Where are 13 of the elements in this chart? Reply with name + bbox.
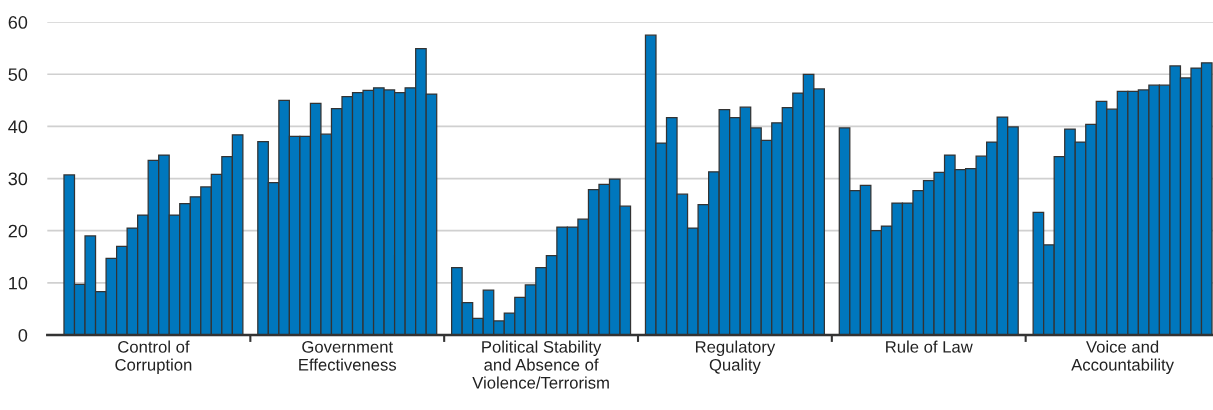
- x-tick-label: Voice and Accountability: [1071, 340, 1174, 375]
- y-tick-label: 20: [8, 224, 28, 238]
- y-tick-label: 60: [8, 16, 28, 29]
- y-tick-label: 50: [8, 68, 28, 81]
- x-tick-label: Regulatory Quality: [695, 340, 776, 375]
- y-tick-label: 30: [8, 172, 28, 186]
- x-tick-label: Government Effectiveness: [299, 340, 397, 371]
- x-tick-label: Rule of Law: [886, 340, 973, 353]
- y-tick-label: 40: [8, 120, 28, 134]
- y-tick-label: 10: [9, 276, 28, 290]
- x-tick-label: Control of Corruption: [115, 340, 192, 375]
- y-tick-label: 0: [18, 328, 28, 342]
- x-tick-label: Political Stability and Absence of Violence/Terrorism: [472, 340, 609, 389]
